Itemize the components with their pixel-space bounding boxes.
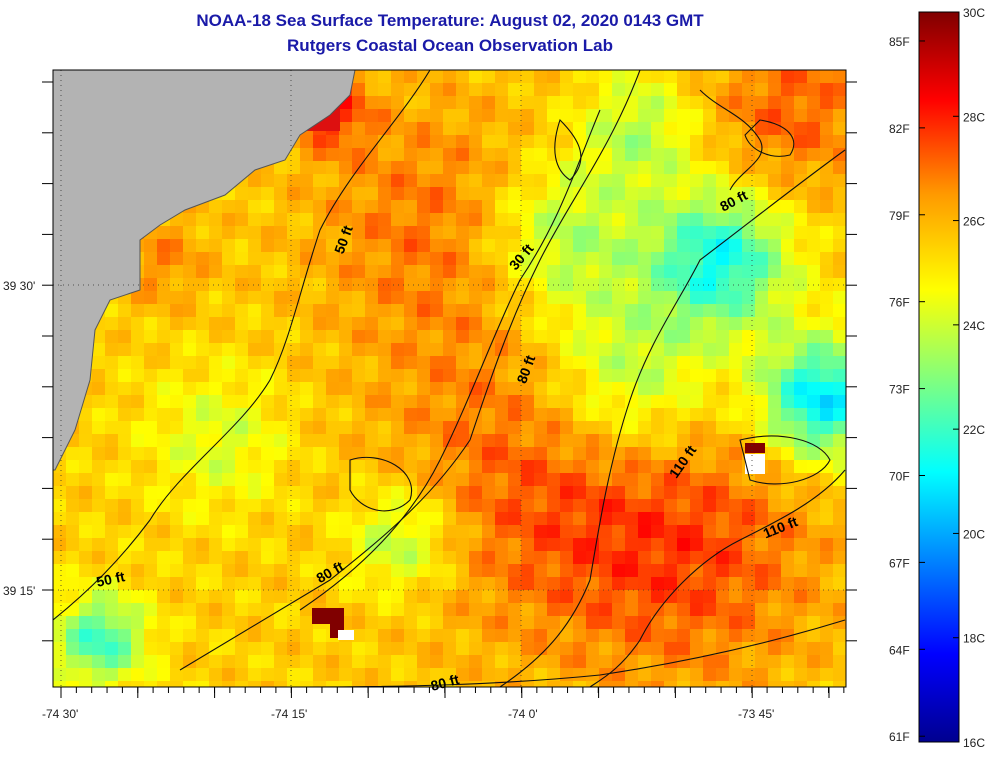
lon-tick-label: -73 45' <box>738 707 774 721</box>
fahrenheit-label: 70F <box>889 469 910 483</box>
celsius-label: 16C <box>963 736 985 750</box>
map-subtitle: Rutgers Coastal Ocean Observation Lab <box>287 36 613 55</box>
fahrenheit-label: 79F <box>889 209 910 223</box>
fahrenheit-label: 85F <box>889 35 910 49</box>
celsius-label: 28C <box>963 110 985 124</box>
celsius-label: 18C <box>963 632 985 646</box>
fahrenheit-label: 73F <box>889 383 910 397</box>
lon-tick-label: -74 0' <box>508 707 538 721</box>
fahrenheit-label: 67F <box>889 556 910 570</box>
celsius-label: 26C <box>963 215 985 229</box>
colorbar: 30C 28C 26C 24C 22C 20C 18C 16C 85F 82F 79F 76F 73F… <box>889 6 985 750</box>
contour-label: 80 ft <box>429 671 461 694</box>
bathymetry-contours <box>53 70 846 687</box>
celsius-label: 30C <box>963 6 985 20</box>
fahrenheit-label: 76F <box>889 296 910 310</box>
celsius-label: 24C <box>963 319 985 333</box>
fahrenheit-labels: 85F 82F 79F 76F 73F 70F 67F 64F 61F <box>889 35 910 744</box>
fahrenheit-label: 61F <box>889 730 910 744</box>
lon-tick-label: -74 15' <box>271 707 307 721</box>
lat-tick-label: 39 30' <box>3 279 35 293</box>
fahrenheit-label: 82F <box>889 122 910 136</box>
land-mass <box>53 70 356 471</box>
celsius-labels: 30C 28C 26C 24C 22C 20C 18C 16C <box>963 6 985 750</box>
axis-ticks <box>42 81 857 698</box>
celsius-label: 22C <box>963 423 985 437</box>
map-title: NOAA-18 Sea Surface Temperature: August … <box>196 11 704 30</box>
longitude-axis: -74 30' -74 15' -74 0' -73 45' <box>42 707 774 721</box>
fahrenheit-label: 64F <box>889 643 910 657</box>
celsius-label: 20C <box>963 527 985 541</box>
lon-tick-label: -74 30' <box>42 707 78 721</box>
graticule <box>53 70 846 687</box>
contour-label: 50 ft <box>95 568 127 590</box>
lat-tick-label: 39 15' <box>3 584 35 598</box>
map-frame <box>52 69 847 688</box>
latitude-axis: 39 30' 39 15' <box>3 279 35 598</box>
colorbar-gradient <box>918 11 960 743</box>
